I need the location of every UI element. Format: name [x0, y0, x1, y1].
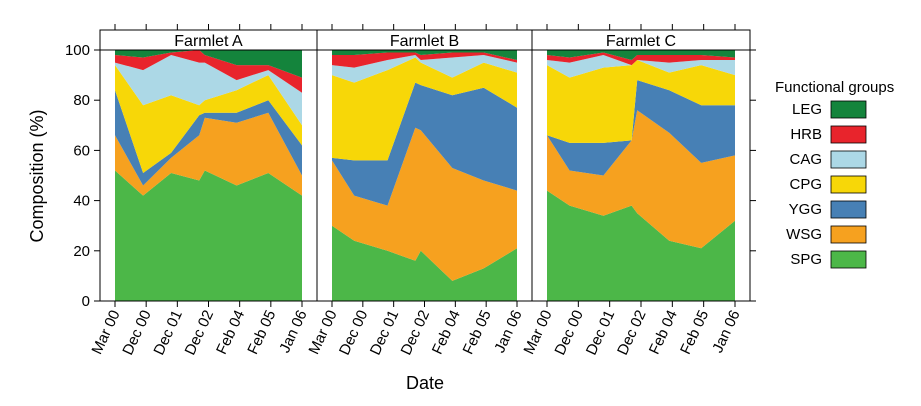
area-ygg-panel-1	[115, 90, 302, 186]
panels-layer: Farmlet A Farmlet B Farmlet C	[99, 29, 751, 302]
x-tick-label: Feb 04	[213, 308, 248, 358]
panel-title: Farmlet C	[606, 33, 676, 50]
legend-swatch-cpg	[830, 175, 867, 194]
area-hrb-panel-1	[115, 50, 302, 93]
area-cag-panel-2	[332, 55, 517, 83]
x-axis-title: Date	[406, 373, 444, 393]
y-tick-label: 40	[73, 193, 90, 210]
y-tick-label: 100	[65, 42, 90, 59]
area-spg-panel-3	[547, 190, 735, 301]
area-cag-panel-1	[115, 55, 302, 126]
legend-label-leg: LEG	[792, 101, 822, 118]
panel-title: Farmlet A	[174, 33, 243, 50]
legend-swatch-hrb	[830, 125, 867, 144]
legend-label-hrb: HRB	[790, 126, 822, 143]
x-tick-label: Feb 05	[460, 308, 495, 358]
y-tick-label: 20	[73, 243, 90, 260]
x-tick-label: Dec 01	[583, 308, 618, 358]
legend: Functional groups LEG HRB CAG CPG YGG WSG SPG	[775, 79, 894, 269]
x-tick-label: Feb 05	[244, 308, 279, 358]
x-tick-label: Dec 02	[614, 308, 649, 358]
legend-swatch-ygg	[830, 200, 867, 219]
panel-1: Farmlet A	[99, 29, 318, 302]
y-tick-label: 60	[73, 142, 90, 159]
y-tick-label: 0	[82, 293, 90, 310]
x-tick-label: Dec 00	[551, 308, 586, 358]
area-leg-panel-3	[547, 50, 735, 60]
area-wsg-panel-3	[547, 110, 735, 249]
area-hrb-panel-3	[547, 52, 735, 66]
legend-label-ygg: YGG	[789, 201, 822, 218]
x-tick-label: Feb 04	[646, 308, 681, 358]
area-wsg-panel-1	[115, 112, 302, 196]
legend-swatch-wsg	[830, 225, 867, 244]
area-cpg-panel-2	[332, 57, 517, 161]
area-cag-panel-3	[547, 55, 735, 78]
panel-title: Farmlet B	[390, 33, 459, 50]
x-tick-label: Mar 00	[520, 308, 555, 357]
x-tick-label: Dec 00	[119, 308, 154, 358]
area-cpg-panel-1	[115, 65, 302, 173]
area-spg-panel-2	[332, 225, 517, 301]
area-cpg-panel-3	[547, 60, 735, 143]
x-tick-label: Dec 01	[150, 308, 185, 358]
legend-swatch-leg	[830, 100, 867, 119]
legend-swatch-spg	[830, 250, 867, 269]
legend-label-wsg: WSG	[786, 226, 822, 243]
y-axis: 0 20 40 60 80 100	[65, 42, 756, 310]
legend-title: Functional groups	[775, 79, 894, 96]
area-ygg-panel-3	[547, 80, 735, 176]
legend-swatch-cag	[830, 150, 867, 169]
x-tick-label: Mar 00	[88, 308, 123, 357]
area-leg-panel-2	[332, 50, 517, 60]
legend-label-cag: CAG	[789, 151, 822, 168]
area-spg-panel-1	[115, 170, 302, 301]
area-hrb-panel-2	[332, 52, 517, 68]
legend-label-spg: SPG	[790, 251, 822, 268]
y-tick-label: 80	[73, 92, 90, 109]
y-axis-title: Composition (%)	[27, 109, 47, 242]
x-tick-label: Feb 05	[677, 308, 712, 358]
area-wsg-panel-2	[332, 127, 517, 281]
panel-2: Farmlet B	[316, 29, 533, 302]
x-tick-label: Jan 06	[709, 308, 743, 356]
legend-label-cpg: CPG	[789, 176, 822, 193]
panel-3: Farmlet C	[531, 29, 751, 302]
area-ygg-panel-2	[332, 82, 517, 206]
x-tick-label: Dec 02	[182, 308, 217, 358]
area-leg-panel-1	[115, 50, 302, 78]
